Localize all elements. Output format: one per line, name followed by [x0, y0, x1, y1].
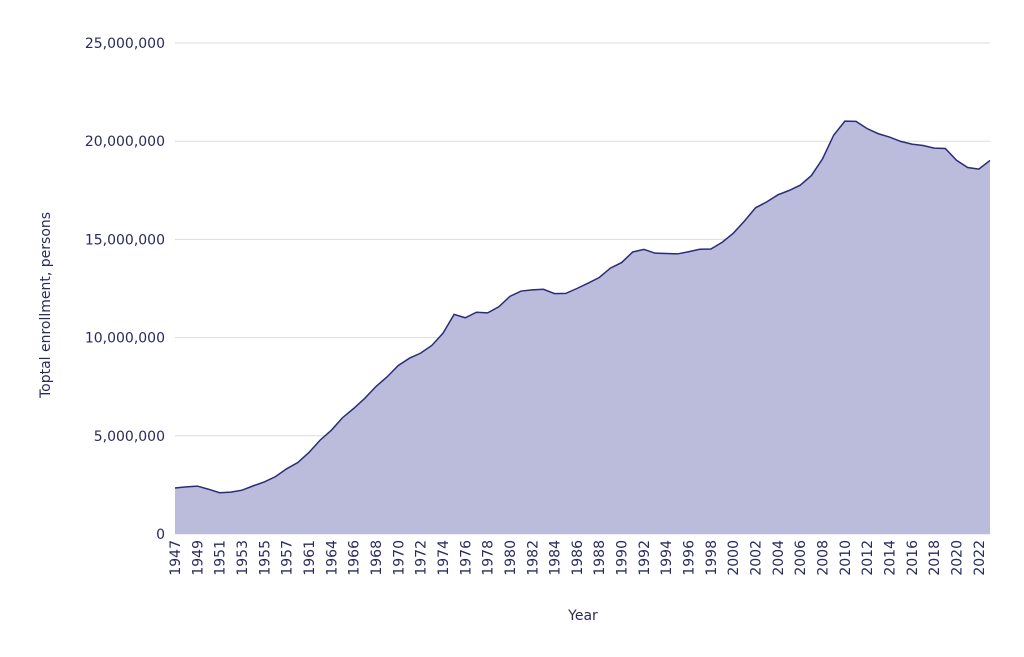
- x-tick-label: 1982: [525, 540, 541, 576]
- x-tick-label: 2010: [838, 540, 854, 576]
- x-tick-label: 2000: [726, 540, 742, 576]
- x-tick-label: 2012: [860, 540, 876, 576]
- x-tick-label: 1976: [458, 540, 474, 576]
- x-tick-label: 1947: [168, 540, 184, 576]
- x-tick-label: 2022: [972, 540, 988, 576]
- x-tick-label: 2004: [771, 540, 787, 576]
- y-axis-title: Toptal enrollment, persons: [38, 212, 54, 399]
- x-tick-label: 1974: [436, 540, 452, 576]
- y-tick-label: 5,000,000: [94, 429, 165, 445]
- x-axis-title: Year: [567, 608, 598, 624]
- x-tick-label: 1966: [347, 540, 363, 576]
- y-tick-label: 25,000,000: [85, 36, 165, 52]
- x-tick-label: 1986: [570, 540, 586, 576]
- x-tick-label: 1961: [302, 540, 318, 576]
- y-tick-label: 10,000,000: [85, 331, 165, 347]
- x-tick-label: 1992: [637, 540, 653, 576]
- x-tick-label: 1964: [324, 540, 340, 576]
- x-tick-label: 1949: [190, 540, 206, 576]
- line: [174, 120, 991, 494]
- x-tick-label: 1970: [391, 540, 407, 576]
- x-tick-label: 2008: [816, 540, 832, 576]
- x-tick-label: 2016: [905, 540, 921, 576]
- x-tick-label: 1994: [659, 540, 675, 576]
- x-tick-label: 1972: [414, 540, 430, 576]
- x-tick-label: 1984: [548, 540, 564, 576]
- y-tick-label: 15,000,000: [85, 232, 165, 248]
- x-tick-label: 1996: [682, 540, 698, 576]
- x-tick-label: 1957: [280, 540, 296, 576]
- x-tick-label: 1951: [213, 540, 229, 576]
- x-tick-label: 2020: [950, 540, 966, 576]
- x-tick-label: 1980: [503, 540, 519, 576]
- x-tick-label: 1988: [592, 540, 608, 576]
- x-tick-label: 2006: [793, 540, 809, 576]
- x-tick-label: 1955: [257, 540, 273, 576]
- x-tick-label: 2018: [927, 540, 943, 576]
- x-tick-label: 2014: [883, 540, 899, 576]
- x-tick-label: 1968: [369, 540, 385, 576]
- y-tick-label: 0: [156, 527, 165, 543]
- x-tick-label: 1990: [615, 540, 631, 576]
- y-tick-label: 20,000,000: [85, 134, 165, 150]
- area: [175, 121, 990, 535]
- x-tick-label: 1978: [481, 540, 497, 576]
- x-tick-label: 1998: [704, 540, 720, 576]
- x-tick-label: 1953: [235, 540, 251, 576]
- x-tick-label: 2002: [749, 540, 765, 576]
